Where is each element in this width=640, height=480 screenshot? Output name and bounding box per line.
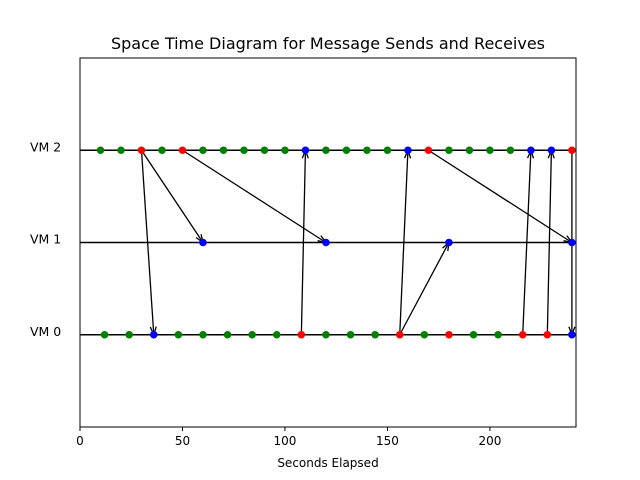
- receive-event-point: [322, 238, 330, 247]
- internal-event-point: [219, 146, 228, 155]
- vm-label-vm-1: VM 1: [30, 232, 61, 247]
- vm-label-vm-0: VM 0: [30, 324, 61, 339]
- internal-event-point: [281, 146, 289, 155]
- vm-label-vm-2: VM 2: [30, 139, 61, 154]
- receive-event-point: [199, 238, 207, 247]
- internal-event-point: [506, 146, 515, 155]
- receive-event-point: [527, 146, 535, 155]
- plot-frame: [79, 57, 577, 428]
- x-tick-label: 0: [76, 434, 84, 448]
- internal-event-point: [199, 146, 207, 155]
- plot-area: [80, 146, 576, 339]
- x-axis-label: Seconds Elapsed: [277, 456, 378, 470]
- internal-event-point: [383, 146, 392, 155]
- message-arrow-line: [428, 149, 573, 244]
- message-arrow-line: [546, 150, 553, 335]
- send-event-point: [568, 146, 576, 155]
- internal-event-point: [125, 330, 133, 339]
- internal-event-point: [346, 330, 355, 339]
- send-event-point: [445, 330, 453, 339]
- internal-event-point: [272, 330, 281, 339]
- internal-event-point: [486, 146, 494, 155]
- internal-event-point: [117, 146, 125, 155]
- internal-event-point: [322, 330, 330, 339]
- send-event-point: [395, 330, 404, 339]
- internal-event-point: [174, 330, 183, 339]
- internal-event-point: [96, 146, 105, 155]
- internal-event-point: [199, 330, 207, 339]
- send-event-point: [518, 330, 527, 339]
- x-tick-label: 150: [376, 434, 399, 448]
- send-event-point: [424, 146, 433, 155]
- internal-event-point: [260, 146, 269, 155]
- send-event-point: [297, 330, 306, 339]
- message-arrow-line: [399, 242, 450, 336]
- internal-event-point: [322, 146, 330, 155]
- internal-event-point: [494, 330, 502, 339]
- receive-event-point: [547, 146, 556, 155]
- message-arrow-line: [182, 149, 327, 244]
- internal-event-point: [465, 146, 474, 155]
- internal-event-point: [342, 146, 351, 155]
- internal-event-point: [371, 330, 379, 339]
- receive-event-point: [568, 238, 576, 247]
- message-arrow-line: [522, 150, 532, 335]
- message-arrow-line: [399, 150, 409, 335]
- internal-event-point: [363, 146, 371, 155]
- receive-event-point: [404, 146, 412, 155]
- internal-event-point: [240, 146, 248, 155]
- event-points: [96, 146, 576, 339]
- internal-event-point: [223, 330, 232, 339]
- internal-event-point: [158, 146, 166, 155]
- x-axis-ticks: 0 50 100 150 200: [76, 427, 501, 448]
- vm-labels: VM 2 VM 1 VM 0: [30, 139, 61, 339]
- message-arrow-line: [140, 150, 155, 335]
- internal-event-point: [420, 330, 429, 339]
- receive-event-point: [149, 330, 158, 339]
- receive-event-point: [445, 238, 453, 247]
- message-arrow-line: [300, 150, 307, 335]
- x-tick-label: 50: [175, 434, 190, 448]
- internal-event-point: [445, 146, 453, 155]
- internal-event-point: [469, 330, 478, 339]
- internal-event-point: [248, 330, 256, 339]
- send-event-point: [543, 330, 552, 339]
- internal-event-point: [100, 330, 109, 339]
- receive-event-point: [568, 330, 576, 339]
- message-arrow-line: [140, 149, 204, 243]
- x-tick-label: 100: [274, 434, 297, 448]
- x-tick-label: 200: [478, 434, 501, 448]
- receive-event-point: [301, 146, 310, 155]
- chart-title: Space Time Diagram for Message Sends and…: [111, 34, 545, 53]
- send-event-point: [137, 146, 146, 155]
- send-event-point: [178, 146, 187, 155]
